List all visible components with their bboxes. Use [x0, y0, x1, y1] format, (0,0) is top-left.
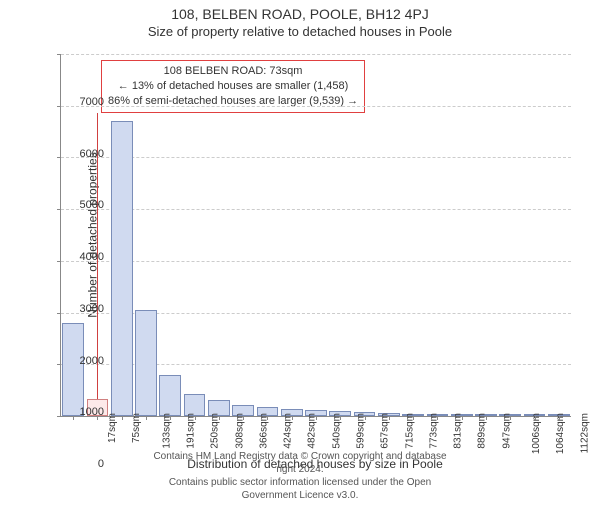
annotation-box: 108 BELBEN ROAD: 73sqm ← 13% of detached… [101, 60, 365, 113]
ytick-label: 5000 [64, 199, 104, 211]
xtick-mark [122, 416, 123, 420]
grid-line [61, 157, 571, 158]
credits: Contains HM Land Registry data © Crown c… [150, 450, 450, 502]
bar [135, 310, 157, 416]
xtick-mark [413, 416, 414, 420]
ytick-mark [57, 54, 61, 55]
ytick-mark [57, 106, 61, 107]
ytick-mark [57, 157, 61, 158]
grid-line [61, 261, 571, 262]
bar [159, 375, 181, 416]
ytick-mark [57, 313, 61, 314]
ytick-label: 6000 [64, 148, 104, 160]
xtick-mark [146, 416, 147, 420]
xtick-mark [316, 416, 317, 420]
xtick-mark [340, 416, 341, 420]
xtick-label: 1122sqm [579, 413, 590, 453]
annotation-line-2: ← 13% of detached houses are smaller (1,… [108, 79, 358, 94]
ytick-label: 1000 [64, 406, 104, 418]
bar [62, 323, 84, 416]
xtick-mark [267, 416, 268, 420]
ytick-mark [57, 209, 61, 210]
ytick-label: 7000 [64, 96, 104, 108]
xtick-mark [243, 416, 244, 420]
annotation-line-1: 108 BELBEN ROAD: 73sqm [108, 64, 358, 79]
ytick-mark [57, 261, 61, 262]
chart-container: 108, BELBEN ROAD, POOLE, BH12 4PJ Size o… [0, 6, 600, 506]
ytick-mark [57, 364, 61, 365]
xtick-mark [535, 416, 536, 420]
ytick-label: 2000 [64, 355, 104, 367]
ytick-mark [57, 416, 61, 417]
grid-line [61, 54, 571, 55]
xtick-mark [365, 416, 366, 420]
ytick-label: 3000 [64, 303, 104, 315]
grid-line [61, 209, 571, 210]
xtick-mark [559, 416, 560, 420]
xtick-mark [389, 416, 390, 420]
xtick-mark [292, 416, 293, 420]
credits-line-2: Contains public sector information licen… [150, 476, 450, 502]
xtick-mark [437, 416, 438, 420]
chart-subtitle: Size of property relative to detached ho… [0, 24, 600, 39]
xtick-label: 1006sqm [531, 413, 542, 454]
grid-line [61, 106, 571, 107]
xtick-mark [462, 416, 463, 420]
xtick-mark [486, 416, 487, 420]
xtick-label: 17sqm [107, 413, 118, 443]
xtick-mark [170, 416, 171, 420]
credits-line-1: Contains HM Land Registry data © Crown c… [150, 450, 450, 476]
plot-area: 108 BELBEN ROAD: 73sqm ← 13% of detached… [60, 54, 571, 417]
xtick-label: 1064sqm [555, 413, 566, 454]
xtick-mark [195, 416, 196, 420]
xtick-mark [219, 416, 220, 420]
chart-area: Number of detached properties 108 BELBEN… [60, 54, 570, 416]
chart-title: 108, BELBEN ROAD, POOLE, BH12 4PJ [0, 6, 600, 22]
xtick-mark [510, 416, 511, 420]
ytick-label: 0 [64, 458, 104, 470]
bar [111, 121, 133, 416]
ytick-label: 4000 [64, 251, 104, 263]
xtick-label: 75sqm [131, 413, 142, 443]
